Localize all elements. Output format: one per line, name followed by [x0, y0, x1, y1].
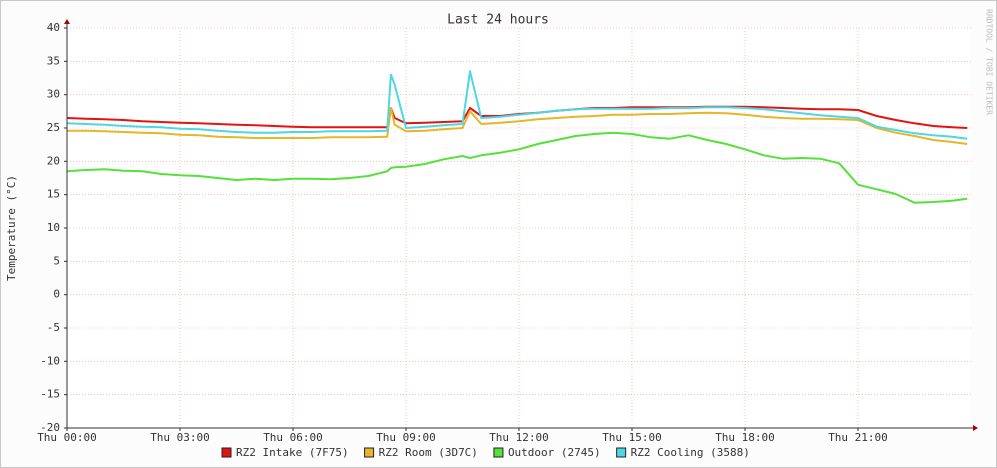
x-tick-label: Thu 12:00 [489, 431, 549, 444]
x-tick-label: Thu 00:00 [37, 431, 97, 444]
y-tick-label: -20 [40, 421, 60, 434]
y-tick-label: -10 [40, 354, 60, 367]
y-arrow [64, 19, 70, 24]
y-tick-label: 15 [47, 188, 60, 201]
y-tick-label: 10 [47, 221, 60, 234]
y-tick-label: -15 [40, 388, 60, 401]
legend-swatch [493, 447, 504, 458]
series-line [67, 107, 968, 145]
legend: RZ2 Intake (7F75) RZ2 Room (3D7C) Outdoor … [221, 446, 750, 459]
legend-label: RZ2 Cooling (3588) [631, 446, 750, 459]
series-line [66, 105, 968, 129]
watermark: RRDTOOL / TOBI OETIKER [985, 9, 994, 115]
x-tick-label: Thu 18:00 [715, 431, 775, 444]
y-axis-label: Temperature (°C) [5, 175, 18, 281]
legend-label: RZ2 Intake (7F75) [236, 446, 349, 459]
y-tick-label: 25 [47, 121, 60, 134]
x-tick-label: Thu 03:00 [150, 431, 210, 444]
series-line [66, 131, 968, 204]
lines [66, 70, 968, 204]
legend-swatch [616, 447, 627, 458]
x-tick-label: Thu 09:00 [376, 431, 436, 444]
grid [64, 27, 971, 431]
x-tick-label: Thu 06:00 [263, 431, 323, 444]
x-tick-label: Thu 15:00 [602, 431, 662, 444]
y-tick-label: -5 [47, 321, 60, 334]
legend-label: Outdoor (2745) [508, 446, 601, 459]
series-line [66, 70, 968, 140]
x-tick-label: Thu 21:00 [828, 431, 888, 444]
legend-label: RZ2 Room (3D7C) [379, 446, 478, 459]
y-tick-label: 30 [47, 88, 60, 101]
y-tick-label: 5 [53, 254, 60, 267]
legend-swatch [364, 447, 375, 458]
legend-swatch [221, 447, 232, 458]
y-tick-label: 20 [47, 154, 60, 167]
x-arrow [973, 425, 978, 431]
chart-title: Last 24 hours [447, 13, 549, 28]
y-tick-label: 0 [53, 288, 60, 301]
y-tick-label: 40 [47, 21, 60, 34]
y-tick-label: 35 [47, 54, 60, 67]
